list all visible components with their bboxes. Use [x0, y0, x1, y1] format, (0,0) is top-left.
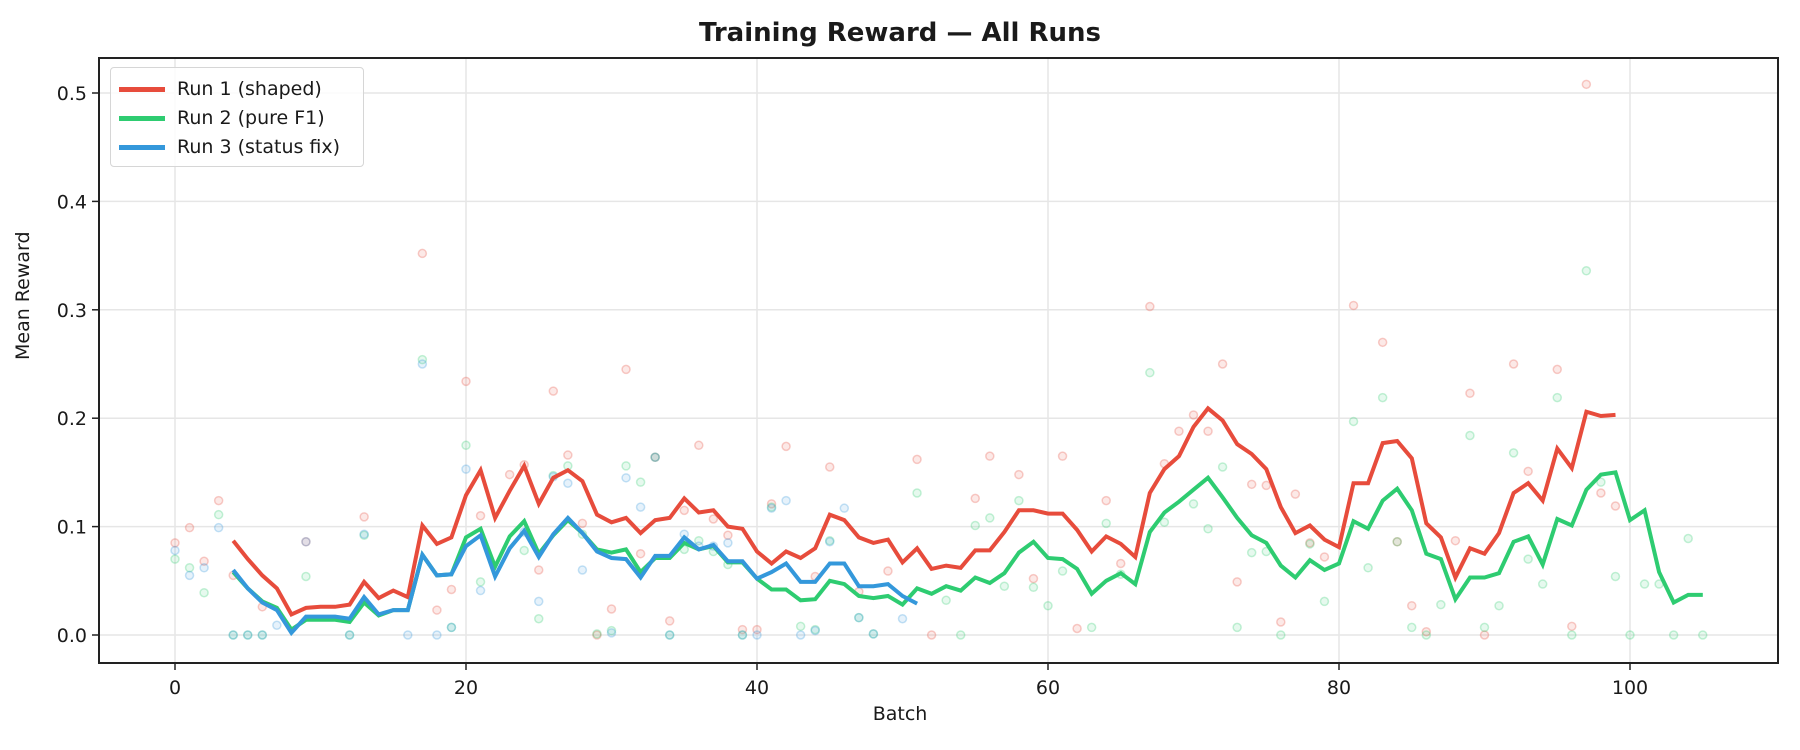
gridlines — [99, 58, 1778, 663]
legend-item-run1: Run 1 (shaped) — [119, 75, 322, 103]
y-tick-label: 0.2 — [57, 408, 87, 430]
series-line — [231, 514, 919, 637]
x-tick-label: 100 — [1612, 677, 1648, 699]
x-axis-ticks: 0 20 40 60 80 100 — [169, 663, 1648, 699]
legend-swatch-icon — [119, 115, 165, 121]
legend-swatch-icon — [119, 144, 165, 150]
x-tick-label: 0 — [169, 677, 181, 699]
x-tick-label: 80 — [1327, 677, 1351, 699]
legend-label: Run 3 (status fix) — [177, 136, 341, 158]
y-axis-label: Mean Reward — [12, 231, 34, 360]
axes-frame — [98, 57, 1779, 664]
x-tick-label: 40 — [745, 677, 769, 699]
legend-label: Run 2 (pure F1) — [177, 107, 325, 129]
y-axis-ticks: 0.0 0.1 0.2 0.3 0.4 0.5 — [57, 83, 99, 647]
y-tick-label: 0.1 — [57, 517, 87, 539]
series-lines — [231, 405, 1703, 637]
y-tick-label: 0.4 — [57, 191, 87, 213]
x-axis-label: Batch — [872, 703, 928, 725]
legend: Run 1 (shaped) Run 2 (pure F1) Run 3 (st… — [110, 67, 364, 167]
legend-item-run3: Run 3 (status fix) — [119, 133, 340, 161]
legend-item-run2: Run 2 (pure F1) — [119, 104, 325, 132]
legend-swatch-icon — [119, 86, 165, 92]
y-tick-label: 0.5 — [57, 83, 87, 105]
x-tick-label: 20 — [454, 677, 478, 699]
y-tick-label: 0.0 — [57, 625, 87, 647]
chart-title: Training Reward — All Runs — [698, 18, 1102, 48]
x-tick-label: 60 — [1036, 677, 1060, 699]
series-line — [231, 405, 1616, 617]
series-line — [231, 470, 1703, 633]
y-tick-label: 0.3 — [57, 300, 87, 322]
raw-points — [170, 79, 1708, 640]
legend-label: Run 1 (shaped) — [177, 78, 322, 100]
